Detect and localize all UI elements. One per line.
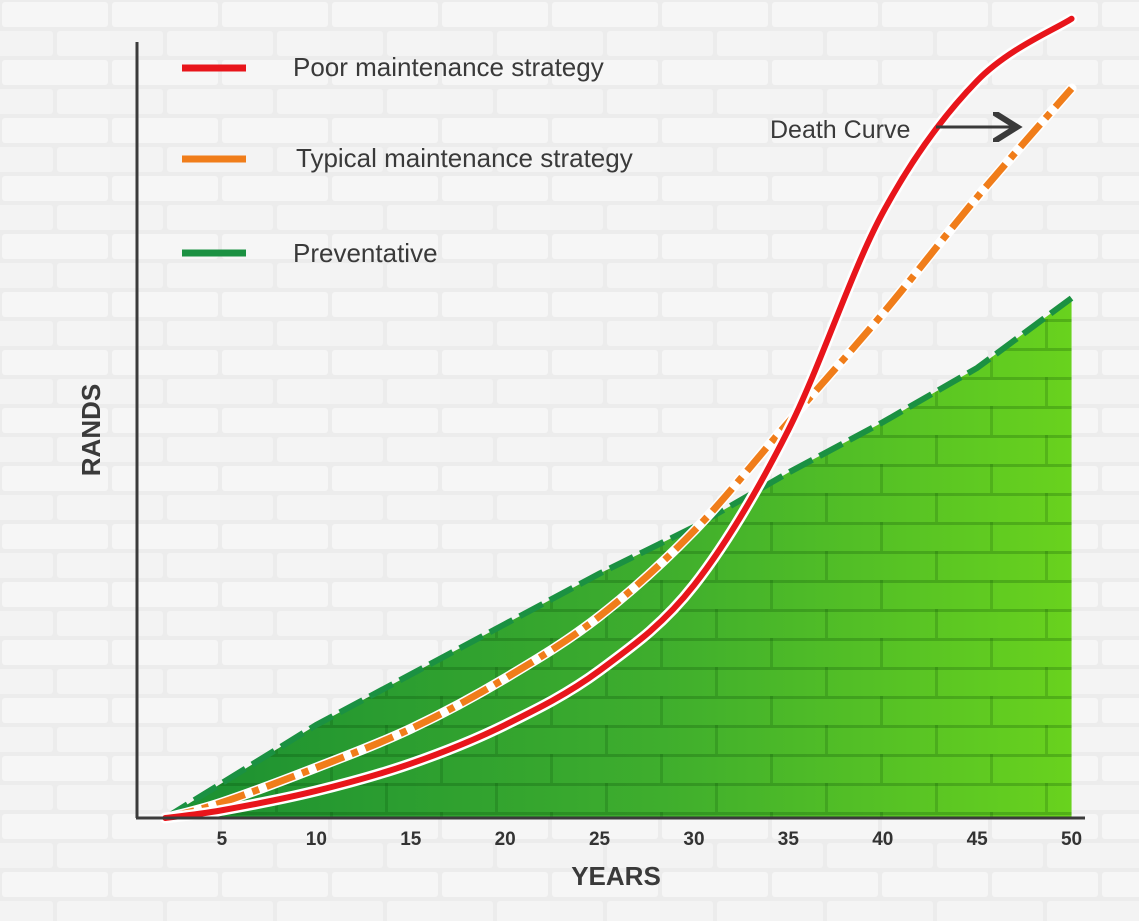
legend: Poor maintenance strategy Typical mainte… <box>182 52 633 268</box>
legend-label-poor: Poor maintenance strategy <box>293 52 604 82</box>
legend-label-preventative: Preventative <box>293 238 438 268</box>
line-layer <box>159 13 1078 824</box>
x-tick-label: 5 <box>217 829 228 850</box>
y-axis-title: RANDS <box>76 384 106 476</box>
preventative-area-texture <box>165 298 1072 819</box>
series-line-poor <box>162 15 1075 821</box>
series-line-typical <box>164 86 1075 822</box>
x-tick-label: 15 <box>400 829 422 850</box>
x-tick-label: 10 <box>306 829 327 850</box>
x-tick-label: 45 <box>967 829 989 850</box>
series-line-preventative <box>163 295 1074 821</box>
x-tick-labels: 5 10 15 20 25 30 35 40 45 50 <box>217 829 1082 850</box>
x-tick-label: 30 <box>683 829 704 850</box>
x-tick-label: 50 <box>1061 829 1082 850</box>
legend-label-typical: Typical maintenance strategy <box>296 143 633 173</box>
x-tick-label: 35 <box>778 829 800 850</box>
x-axis-title: YEARS <box>571 861 661 891</box>
x-tick-label: 40 <box>872 829 893 850</box>
area-layer <box>165 298 1072 819</box>
death-curve-annotation: Death Curve <box>770 116 910 144</box>
x-tick-label: 20 <box>495 829 516 850</box>
x-tick-label: 25 <box>589 829 611 850</box>
